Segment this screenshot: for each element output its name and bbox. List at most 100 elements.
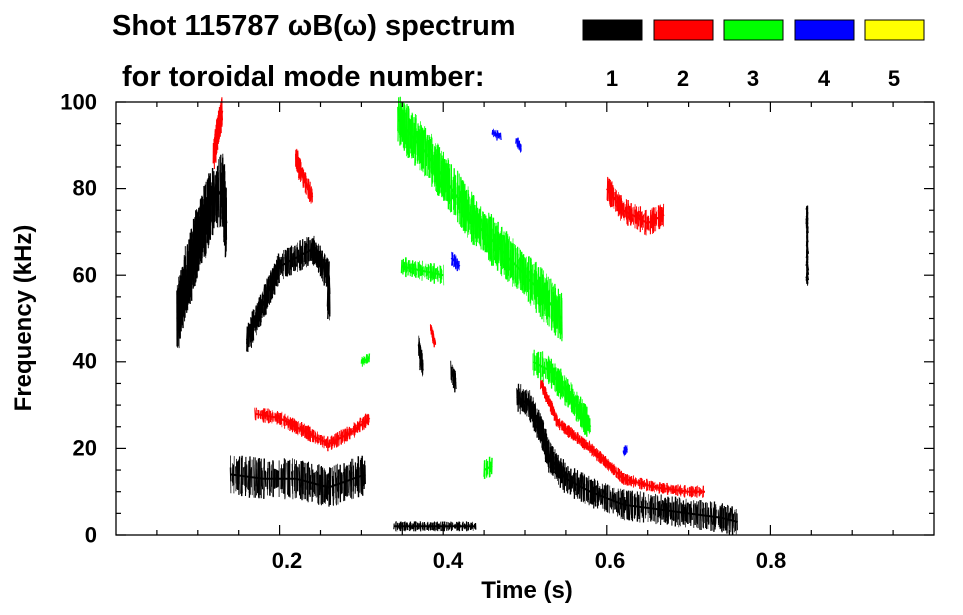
series-n=2-mark [613,187,615,209]
series-n=2-mark [303,427,305,435]
series-n=2-mark [696,485,699,498]
series-n=1-mark [329,467,332,506]
series-n=3-mark [443,264,445,286]
series-n=3-mark [452,177,455,210]
series-n=1-mark [399,521,402,532]
series-n=2-mark [591,443,593,457]
series-n=4-segment-3 [622,445,629,457]
series-n=1-mark [806,207,809,211]
series-n=3-mark [457,189,459,208]
series-n=2-mark [615,195,617,208]
series-n=1-mark [264,470,267,487]
series-n=1-mark [405,522,408,531]
series-n=2-mark [359,417,362,432]
x-tick-label-0.2: 0.2 [272,548,303,573]
series-n=1-mark [308,239,310,262]
series-n=2-mark [563,422,565,434]
series-n=2-mark [311,429,314,443]
series-n=1-mark [599,488,602,503]
series-n=4-mark [496,130,499,141]
series-n=1-mark [732,513,735,529]
series-n=2-mark [316,434,319,443]
series-n=1-mark [363,460,366,490]
series-n=1-mark [187,239,190,302]
legend-label-3: 3 [747,66,759,91]
series-n=1-segment-7 [805,205,810,286]
series-n=1-mark [609,491,611,508]
series-n=4-mark [622,450,624,455]
series-n=3-mark [488,220,490,255]
series-n=3-mark [575,394,578,421]
series-n=1-mark [406,522,409,531]
series-n=1-mark [291,471,293,487]
series-n=3-mark [584,406,587,436]
series-n=2-mark [559,422,561,428]
series-n=1-mark [180,277,183,322]
series-n=2-mark [294,421,297,432]
legend-label-2: 2 [677,66,689,91]
series-n=1-mark [585,484,588,496]
series-n=1 [176,153,810,535]
x-tick-label-0.6: 0.6 [595,548,626,573]
series-n=2-mark [551,406,553,416]
series-n=3-mark [471,195,473,243]
series-n=2-segment-2 [254,407,371,452]
series-n=1-mark [327,298,330,320]
series-n=2-mark [294,419,296,434]
series-n=1-mark [537,414,539,438]
series-n=1-mark [660,494,662,526]
series-n=2-mark [619,471,622,481]
legend-swatch-3 [723,19,784,41]
series-n=1-mark [469,522,472,531]
series-n=1-mark [598,489,601,501]
series-n=3-mark [472,201,475,240]
series-n=2-mark [302,172,305,189]
series-n=3-mark [533,273,536,299]
series-n=3-mark [365,354,368,364]
series-n=2-mark [267,408,270,424]
series-n=2-mark [310,186,312,204]
series-n=4-segment-2 [450,251,461,272]
series-n=3-mark [498,233,501,264]
series-n=1-mark [349,472,352,487]
legend-swatch-4 [794,19,855,41]
y-tick-label-100: 100 [60,90,97,115]
series-n=1-mark [567,466,569,494]
series-n=4-mark [520,145,522,153]
series-n=1-mark [348,470,351,490]
series-n=1-mark [270,272,273,293]
series-n=1-mark [258,302,261,317]
series-n=1-mark [723,505,725,531]
series-n=2-mark [635,206,638,230]
series-n=1-mark [427,521,430,531]
series-n=1-mark [409,521,412,532]
x-tick-label-0.4: 0.4 [433,548,464,573]
y-tick-label-20: 20 [73,436,97,461]
series-n=1-mark [410,524,413,529]
series-n=3-mark [482,214,485,251]
series-n=2-mark [622,474,625,484]
series-n=1-mark [452,373,455,389]
series-n=1-mark [626,491,629,519]
series-n=3-mark [426,268,428,276]
series-n=2-mark [602,456,605,466]
series-n=2-mark [600,453,603,464]
series-n=2-mark [652,482,655,492]
series-n=2-mark [642,481,645,488]
series-n=2-mark [627,203,630,224]
series-n=4-mark [626,446,628,453]
series-n=1-mark [253,457,255,498]
series-n=3-mark [553,285,555,333]
series-n=3-mark [572,393,575,411]
series-n=1-mark [444,521,446,532]
series-n=1-mark [615,492,618,513]
series-n=2-mark [577,436,580,443]
series-n=1-mark [464,524,467,529]
series-n=2-mark [300,169,303,181]
series-n=3-mark [404,112,406,145]
series-n=1-mark [441,521,444,532]
series-n=3-mark [436,145,438,193]
series-n=2-mark [548,399,550,406]
series-n=3-mark [416,261,418,278]
